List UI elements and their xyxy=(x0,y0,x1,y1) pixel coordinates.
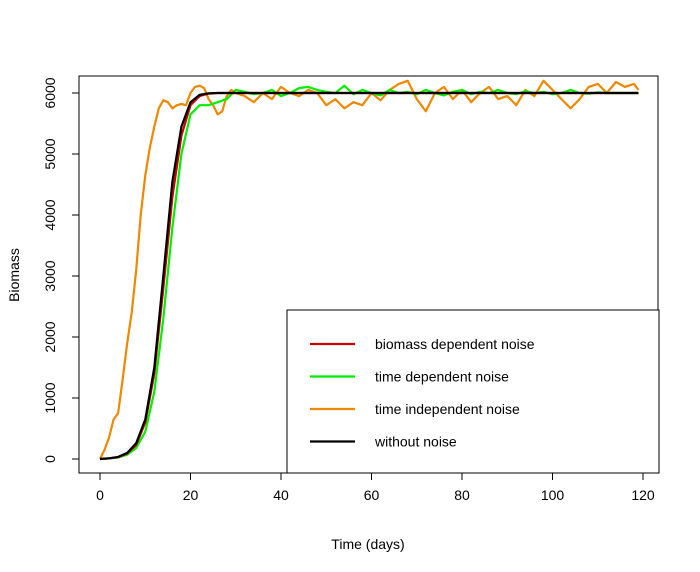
x-tick-label: 100 xyxy=(541,487,565,503)
y-tick-label: 1000 xyxy=(42,382,58,413)
x-tick-label: 20 xyxy=(183,487,199,503)
legend-label-3: without noise xyxy=(374,434,457,450)
legend-label-0: biomass dependent noise xyxy=(375,336,535,352)
y-tick-label: 3000 xyxy=(42,260,58,291)
y-tick-label: 2000 xyxy=(42,321,58,352)
x-tick-label: 60 xyxy=(364,487,380,503)
y-axis-title: Biomass xyxy=(6,248,22,302)
x-axis: 0 20 40 60 80 100 120 xyxy=(96,472,655,503)
y-tick-label: 4000 xyxy=(42,199,58,230)
legend-label-1: time dependent noise xyxy=(375,369,509,385)
x-axis-title: Time (days) xyxy=(331,536,404,552)
x-tick-label: 120 xyxy=(631,487,655,503)
y-tick-label: 5000 xyxy=(42,138,58,169)
legend: biomass dependent noise time dependent no… xyxy=(286,309,660,474)
x-tick-label: 0 xyxy=(96,487,104,503)
legend-box xyxy=(286,309,660,474)
legend-label-2: time independent noise xyxy=(375,401,520,417)
series-line-3 xyxy=(99,91,639,461)
x-tick-label: 40 xyxy=(273,487,289,503)
y-axis: 0 1000 2000 3000 4000 5000 6000 xyxy=(42,77,80,463)
y-tick-label: 6000 xyxy=(42,77,58,108)
x-tick-label: 80 xyxy=(454,487,470,503)
series-layer xyxy=(99,79,640,461)
y-tick-label: 0 xyxy=(42,455,58,463)
